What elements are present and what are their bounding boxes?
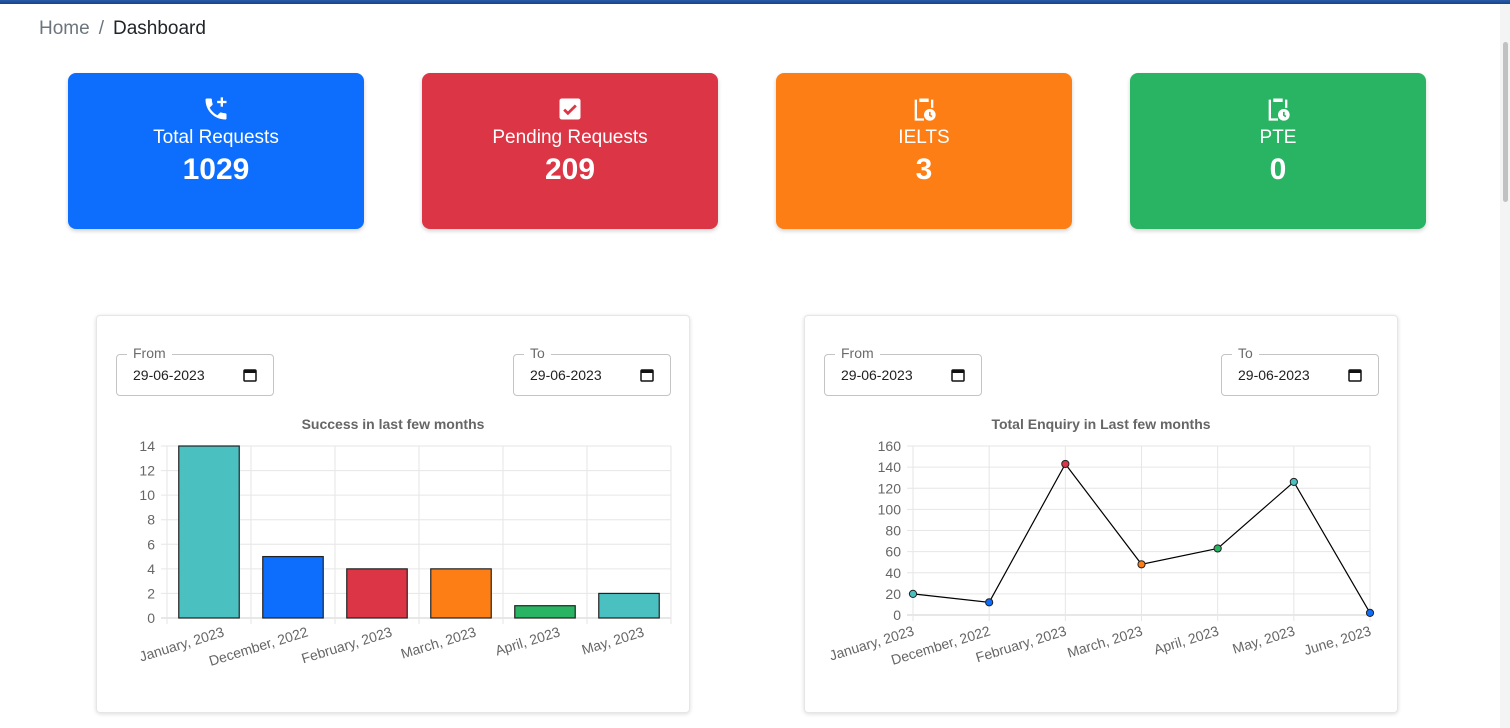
from-label: From bbox=[835, 345, 880, 361]
y-tick-label: 60 bbox=[885, 544, 901, 560]
breadcrumb-separator: / bbox=[98, 18, 104, 39]
x-tick-label: April, 2023 bbox=[1152, 623, 1221, 658]
y-tick-label: 12 bbox=[139, 463, 155, 479]
card-pte[interactable]: PTE 0 bbox=[1130, 73, 1426, 229]
card-value: 209 bbox=[544, 153, 596, 186]
x-tick-label: March, 2023 bbox=[1065, 623, 1144, 661]
clipboard-clock-icon bbox=[914, 98, 936, 121]
data-point bbox=[908, 589, 918, 598]
scrollbar[interactable] bbox=[1500, 4, 1510, 728]
y-tick-label: 0 bbox=[893, 607, 901, 623]
card-ielts[interactable]: IELTS 3 bbox=[776, 73, 1072, 229]
x-tick-label: April, 2023 bbox=[493, 624, 562, 659]
y-tick-label: 10 bbox=[139, 487, 155, 503]
from-value: 29-06-2023 bbox=[133, 367, 205, 383]
bar bbox=[514, 605, 576, 619]
calendar-icon[interactable] bbox=[1348, 368, 1362, 382]
bar bbox=[346, 568, 408, 619]
scrollbar-thumb[interactable] bbox=[1503, 42, 1508, 202]
phone-plus-icon bbox=[205, 97, 227, 120]
chart-title: Total Enquiry in Last few months bbox=[991, 416, 1211, 432]
card-label: Total Requests bbox=[153, 127, 279, 148]
card-value: 3 bbox=[915, 153, 933, 186]
y-tick-label: 14 bbox=[139, 438, 155, 454]
enquiry-chart-panel: From 29-06-2023 To 29-06-2023 Total Enqu… bbox=[804, 315, 1398, 713]
card-pending-requests[interactable]: Pending Requests 209 bbox=[422, 73, 718, 229]
y-tick-label: 120 bbox=[878, 480, 902, 496]
data-point bbox=[1137, 560, 1146, 569]
to-value: 29-06-2023 bbox=[530, 367, 602, 383]
breadcrumb: Home / Dashboard bbox=[39, 18, 206, 40]
x-tick-label: June, 2023 bbox=[1302, 623, 1373, 659]
chart-title: Success in last few months bbox=[301, 416, 485, 432]
data-point bbox=[1289, 477, 1298, 487]
y-tick-label: 2 bbox=[147, 585, 155, 601]
from-label: From bbox=[127, 345, 172, 361]
success-chart-panel: From 29-06-2023 To 29-06-2023 Success in… bbox=[96, 315, 690, 713]
from-date-input[interactable]: From 29-06-2023 bbox=[824, 345, 982, 396]
to-date-input[interactable]: To 29-06-2023 bbox=[1221, 345, 1379, 396]
data-point bbox=[1365, 608, 1375, 617]
card-label: PTE bbox=[1259, 127, 1297, 148]
from-value: 29-06-2023 bbox=[841, 367, 913, 383]
card-total-requests[interactable]: Total Requests 1029 bbox=[68, 73, 364, 229]
breadcrumb-current: Dashboard bbox=[112, 18, 206, 39]
bar bbox=[430, 568, 492, 619]
y-tick-label: 140 bbox=[878, 459, 902, 475]
calendar-icon[interactable] bbox=[243, 368, 257, 382]
top-bar bbox=[0, 0, 1510, 4]
bar bbox=[598, 592, 660, 619]
y-tick-label: 160 bbox=[878, 438, 902, 454]
to-value: 29-06-2023 bbox=[1238, 367, 1310, 383]
y-tick-label: 80 bbox=[885, 523, 901, 539]
to-label: To bbox=[1232, 345, 1259, 361]
x-tick-label: March, 2023 bbox=[399, 624, 478, 662]
calendar-icon[interactable] bbox=[951, 368, 965, 382]
to-label: To bbox=[524, 345, 551, 361]
bar bbox=[178, 445, 240, 619]
card-value: 1029 bbox=[182, 153, 250, 186]
y-tick-label: 100 bbox=[878, 501, 902, 517]
y-tick-label: 4 bbox=[147, 561, 155, 577]
card-label: Pending Requests bbox=[492, 127, 648, 148]
data-point bbox=[985, 598, 994, 607]
y-tick-label: 8 bbox=[147, 512, 155, 528]
y-tick-label: 40 bbox=[885, 565, 901, 581]
x-tick-label: May, 2023 bbox=[1231, 623, 1297, 657]
clipboard-clock-icon bbox=[1268, 98, 1290, 121]
y-tick-label: 20 bbox=[885, 586, 901, 602]
data-point bbox=[1213, 544, 1222, 553]
calendar-icon[interactable] bbox=[640, 368, 654, 382]
breadcrumb-home[interactable]: Home bbox=[39, 18, 90, 39]
card-label: IELTS bbox=[898, 127, 950, 148]
bar bbox=[262, 555, 324, 619]
to-date-input[interactable]: To 29-06-2023 bbox=[513, 345, 671, 396]
card-value: 0 bbox=[1269, 153, 1287, 186]
x-tick-label: February, 2023 bbox=[299, 624, 394, 667]
from-date-input[interactable]: From 29-06-2023 bbox=[116, 345, 274, 396]
y-tick-label: 6 bbox=[147, 536, 155, 552]
y-tick-label: 0 bbox=[147, 610, 155, 626]
x-tick-label: May, 2023 bbox=[580, 624, 646, 658]
data-point bbox=[1061, 459, 1070, 469]
checkbox-checked-icon bbox=[559, 98, 581, 120]
